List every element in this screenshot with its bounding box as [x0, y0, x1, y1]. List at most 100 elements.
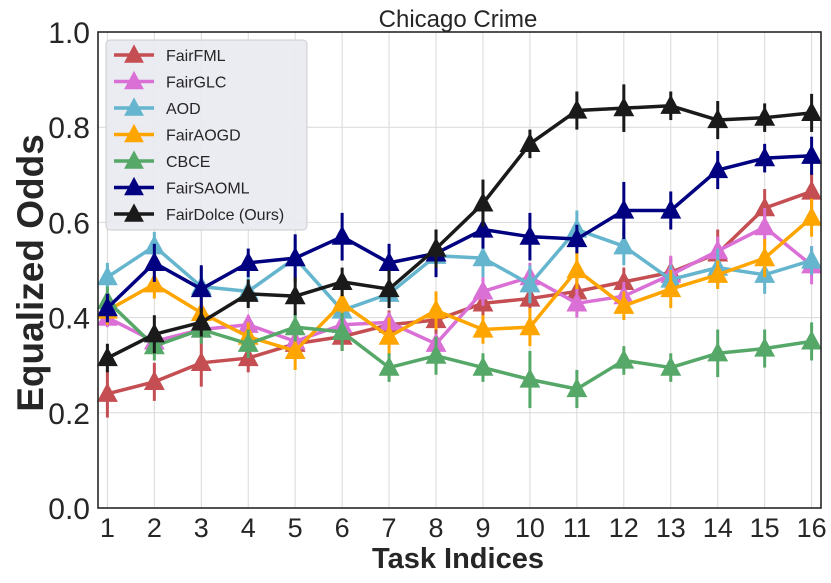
legend-label: FairAOGD	[166, 128, 241, 145]
data-point	[284, 339, 306, 360]
y-tick-label: 1.0	[48, 17, 90, 50]
data-point	[613, 96, 635, 117]
data-point	[707, 108, 729, 129]
data-point	[754, 337, 776, 357]
legend-marker	[124, 97, 144, 116]
series-cbce	[96, 286, 823, 409]
series-fairaogd	[96, 198, 823, 370]
x-tick-label: 10	[515, 513, 545, 543]
data-point	[613, 270, 635, 291]
legend-label: FairDolce (Ours)	[166, 207, 284, 224]
x-tick-label: 11	[563, 513, 591, 543]
data-point	[143, 370, 165, 390]
data-point	[472, 318, 494, 338]
data-point	[472, 192, 494, 212]
y-tick-label: 0.6	[48, 207, 90, 240]
data-point	[284, 284, 306, 305]
data-point	[801, 144, 823, 164]
data-point	[143, 273, 165, 293]
data-point	[190, 277, 212, 298]
legend-item: FairAOGD	[114, 123, 241, 145]
legend-marker	[124, 150, 144, 169]
legend-item: FairDolce (Ours)	[114, 203, 284, 224]
data-point	[96, 382, 118, 402]
x-tick-label: 2	[147, 513, 162, 543]
data-point	[801, 101, 823, 122]
data-point	[190, 311, 212, 331]
y-tick-label: 0.2	[48, 398, 90, 431]
x-tick-label: 12	[609, 513, 639, 543]
legend-label: FairFML	[166, 48, 226, 65]
x-tick-label: 4	[241, 513, 256, 543]
data-point	[754, 246, 776, 267]
data-point	[519, 273, 541, 293]
data-point	[143, 323, 165, 343]
series-line	[106, 225, 813, 346]
data-point	[801, 249, 823, 269]
legend-label: AOD	[166, 101, 201, 118]
data-point	[707, 158, 729, 179]
data-point	[284, 246, 306, 267]
data-point	[378, 251, 400, 271]
data-point	[754, 106, 776, 126]
data-point	[472, 246, 494, 267]
data-point	[190, 351, 212, 371]
data-point	[754, 196, 776, 217]
data-point	[331, 225, 353, 245]
y-tick-label: 0.4	[48, 303, 90, 336]
data-point	[613, 235, 635, 255]
legend-marker	[124, 123, 144, 143]
data-point	[801, 206, 823, 226]
series-fairdolce-ours	[96, 84, 823, 373]
series-layer	[96, 84, 823, 418]
plot-frame	[97, 31, 822, 509]
data-point	[331, 270, 353, 291]
legend-marker	[124, 44, 144, 63]
x-tick-label: 15	[750, 513, 780, 543]
legend-marker	[124, 176, 144, 196]
data-point	[566, 377, 588, 398]
legend-marker	[124, 70, 144, 90]
x-tick-label: 8	[429, 513, 444, 543]
legend-label: CBCE	[166, 154, 210, 171]
data-point	[96, 346, 118, 367]
series-line	[106, 104, 812, 360]
data-point	[425, 344, 447, 364]
x-tick-label: 3	[194, 513, 209, 543]
data-point	[378, 277, 400, 298]
legend: FairFML FairGLC AOD FairAOGD CBCE FairSAOML Fa…	[105, 39, 308, 231]
data-point	[801, 180, 823, 200]
legend-item: CBCE	[114, 150, 210, 171]
data-point	[613, 349, 635, 369]
data-point	[519, 315, 541, 336]
data-point	[660, 356, 682, 376]
data-point	[96, 296, 118, 317]
x-tick-label: 5	[288, 513, 303, 543]
data-point	[566, 292, 588, 312]
data-point	[143, 251, 165, 271]
legend-item: AOD	[114, 97, 201, 118]
data-point	[331, 292, 353, 312]
data-point	[425, 299, 447, 319]
legend-marker	[124, 203, 144, 222]
data-point	[237, 282, 259, 302]
x-tick-label: 6	[335, 513, 350, 543]
data-point	[707, 342, 729, 362]
data-point	[566, 99, 588, 119]
legend-label: FairGLC	[166, 75, 226, 92]
data-point	[754, 146, 776, 167]
data-point	[237, 251, 259, 271]
legend-item: FairFML	[114, 44, 226, 65]
data-point	[660, 199, 682, 219]
data-point	[425, 237, 447, 257]
data-point	[707, 263, 729, 283]
data-point	[754, 215, 776, 236]
data-point	[801, 330, 823, 350]
series-line	[106, 299, 812, 391]
x-tick-label: 7	[382, 513, 397, 543]
series-line	[106, 154, 812, 310]
legend-box	[105, 39, 308, 231]
data-point	[660, 94, 682, 114]
y-axis-label: Equalized Odds	[10, 134, 51, 412]
